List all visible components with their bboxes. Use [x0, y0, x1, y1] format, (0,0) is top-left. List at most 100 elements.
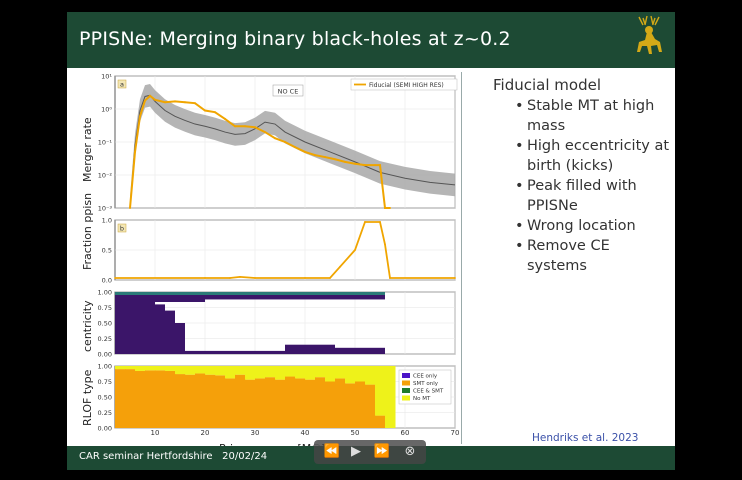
bar [115, 298, 135, 354]
ytick-label: 10⁻² [98, 172, 113, 180]
bar [175, 323, 185, 354]
bar [275, 366, 286, 380]
chart-canvas: 10¹ 10⁰ 10⁻¹ 10⁻² 10⁻³ a 1.0 0.5 0.0 b 1.00 0.75 0.5… [98, 73, 460, 438]
data-point [129, 207, 131, 209]
data-point [384, 243, 386, 246]
notes-list: Stable MT at high mass High eccentricity… [493, 96, 673, 276]
bar [165, 310, 175, 354]
play-button[interactable]: ▶ [351, 444, 361, 459]
ytick-label: 1.00 [98, 289, 112, 297]
bar [155, 366, 166, 371]
slide: PPISNe: Merging binary black-holes at z~… [67, 12, 675, 470]
bar [335, 366, 346, 379]
ylabel-fraction-ppisn: Fraction ppisn [81, 192, 94, 270]
data-point [329, 277, 331, 279]
data-point [264, 131, 266, 134]
panel-tag: a [120, 81, 124, 89]
bar [345, 366, 356, 384]
bar [225, 378, 236, 428]
media-player-controls: ⏪ ▶ ⏩ ⊗ [314, 440, 426, 464]
bar [165, 366, 176, 371]
bar [185, 374, 196, 428]
data-point [144, 99, 146, 102]
bar [235, 366, 246, 375]
data-point [304, 150, 306, 153]
footer-venue: CAR seminar Hertfordshire [79, 451, 213, 462]
xtick-label: 70 [451, 429, 460, 437]
ytick-label: 10¹ [101, 73, 112, 81]
ytick-label: 0.00 [98, 425, 112, 433]
bar [255, 292, 285, 300]
bar [145, 366, 156, 371]
bar [185, 350, 205, 354]
bar [305, 366, 316, 380]
stag-crest-icon [637, 15, 662, 54]
bar [285, 344, 335, 354]
legend-label: SMT only [413, 381, 439, 387]
ytick-label: 0.00 [98, 351, 112, 359]
data-point [149, 94, 151, 97]
bar [285, 366, 296, 377]
data-point [194, 102, 196, 105]
data-point [389, 277, 391, 279]
data-point [139, 115, 141, 118]
bar [225, 366, 236, 379]
close-player-button[interactable]: ⊗ [404, 444, 416, 459]
data-point [154, 98, 156, 101]
note-item: High eccentricity at birth (kicks) [515, 136, 673, 176]
data-point [174, 100, 176, 103]
bar [285, 376, 296, 428]
bar [335, 347, 385, 354]
bar [365, 366, 376, 385]
data-point [374, 164, 376, 167]
bar [205, 350, 235, 354]
bar [175, 292, 185, 302]
data-point [384, 207, 386, 209]
data-point [274, 137, 276, 140]
bar [185, 366, 196, 375]
bar [335, 292, 385, 300]
fast-forward-button[interactable]: ⏩ [373, 444, 391, 459]
bar [365, 384, 376, 428]
bar [295, 378, 306, 428]
footer-text: CAR seminar Hertfordshire 20/02/24 [79, 451, 267, 462]
legend-swatch [402, 380, 410, 386]
legend-swatch [402, 388, 410, 393]
bar [235, 292, 255, 300]
data-point [354, 162, 356, 165]
bar [285, 292, 335, 300]
legend-label: CEE & SMT [413, 389, 444, 395]
bar [205, 366, 216, 375]
data-point [244, 125, 246, 128]
data-point [379, 221, 381, 223]
bar [165, 292, 175, 302]
bar [115, 292, 385, 295]
data-point [184, 101, 186, 104]
bar [255, 350, 285, 354]
title-bar: PPISNe: Merging binary black-holes at z~… [67, 12, 675, 68]
bar [355, 381, 366, 428]
bar [265, 377, 276, 428]
bar [355, 366, 366, 382]
bar [245, 379, 256, 428]
bar [315, 377, 326, 428]
data-point [254, 277, 256, 279]
data-point [204, 109, 206, 112]
bar [185, 292, 205, 302]
bar [325, 381, 336, 428]
data-point [229, 277, 231, 279]
bar [295, 366, 306, 379]
bar [145, 370, 156, 428]
data-point [314, 154, 316, 157]
data-point [164, 101, 166, 104]
data-point [234, 125, 236, 128]
ytick-label: 0.0 [102, 277, 112, 285]
ylabel-centricity: centricity [81, 300, 94, 352]
panel-tag: b [120, 225, 124, 233]
bar [155, 292, 165, 302]
bar [255, 378, 266, 428]
bar [345, 383, 356, 428]
rewind-button[interactable]: ⏪ [323, 444, 341, 459]
bar [245, 366, 256, 380]
bar [315, 366, 326, 378]
